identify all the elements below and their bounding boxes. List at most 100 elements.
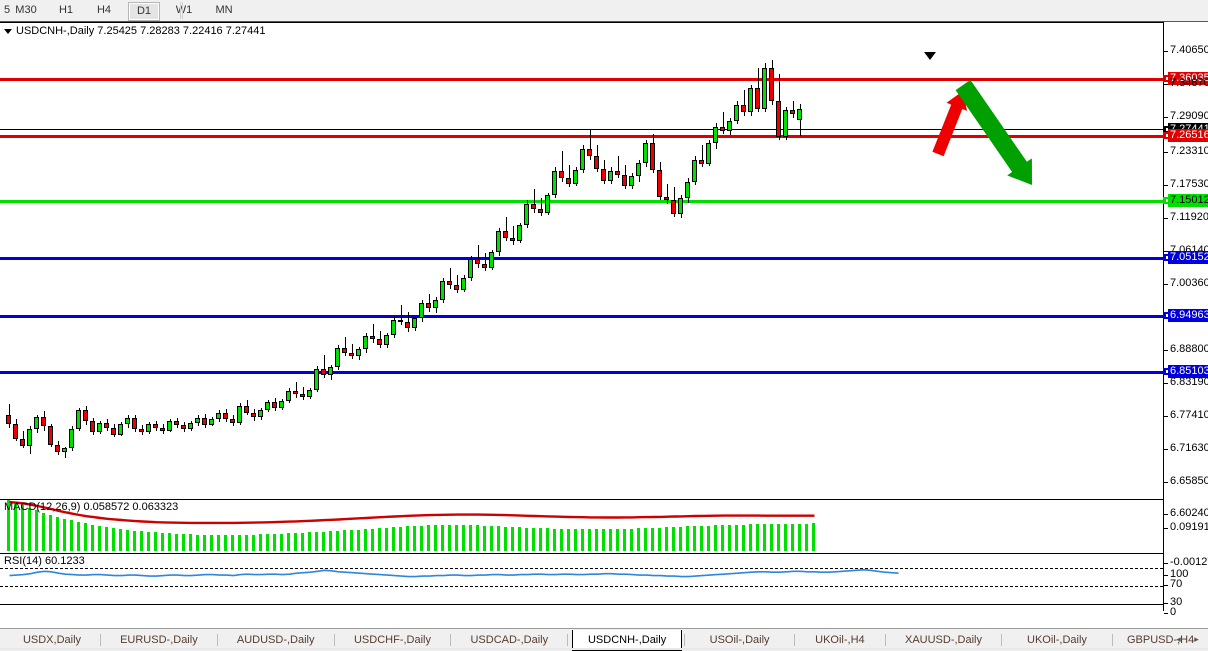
timeframe-h1-button[interactable]: H1 (58, 4, 74, 16)
chart-tab-ukoil-h4[interactable]: UKOil-,H4 (815, 634, 865, 646)
candle-body (412, 318, 417, 329)
tab-scroll-left-icon[interactable]: ◂ (1176, 634, 1181, 644)
tab-scroll-right-icon[interactable]: ▸ (1194, 634, 1199, 644)
level-line-support-green[interactable] (0, 200, 1163, 203)
candle-body (454, 285, 459, 290)
macd-histogram-bar (665, 527, 668, 551)
chart-dropdown-icon[interactable] (4, 28, 12, 34)
chart-tab-usdcad-daily[interactable]: USDCAD-,Daily (470, 634, 549, 646)
timeframe-h4-button[interactable]: H4 (96, 4, 112, 16)
macd-histogram-bar (497, 526, 500, 551)
price-pane[interactable]: USDCNH-,Daily 7.25425 7.28283 7.22416 7.… (0, 22, 1163, 500)
level-handle-red[interactable] (1163, 75, 1172, 82)
timeframe-5-button[interactable]: 5 (3, 4, 11, 16)
timeframe-m30-button[interactable]: M30 (15, 4, 37, 16)
macd-histogram-bar (511, 526, 514, 551)
price-label-6.94963[interactable]: 6.94963 (1168, 309, 1208, 322)
level-handle-blue[interactable] (1163, 254, 1172, 261)
axis-tick (1164, 51, 1168, 52)
toolbar-separator (180, 2, 181, 19)
tab-separator (1001, 634, 1003, 646)
level-handle-red[interactable] (1163, 132, 1172, 139)
candle-body (118, 424, 123, 435)
candle-body (139, 429, 144, 432)
candle-body (531, 203, 536, 210)
level-handle-blue[interactable] (1163, 312, 1172, 319)
price-label-7.36035[interactable]: 7.36035 (1168, 72, 1208, 85)
candle-body (650, 143, 655, 170)
rsi-pane[interactable]: RSI(14) 60.1233 (0, 553, 1163, 605)
candle-body (657, 169, 662, 198)
level-line-pivot-mid[interactable] (0, 315, 1163, 318)
chart-tab-bar[interactable]: USDX,Daily EURUSD-,Daily AUDUSD-,Daily USDC… (0, 628, 1208, 651)
macd-histogram-bar (98, 525, 101, 551)
level-line-pivot-lower[interactable] (0, 371, 1163, 374)
timeframe-d1-button[interactable]: D1 (128, 2, 160, 21)
arrow-up-red[interactable] (932, 91, 967, 157)
chart-area[interactable]: USDCNH-,Daily 7.25425 7.28283 7.22416 7.… (0, 21, 1208, 650)
macd-histogram-bar (28, 507, 31, 551)
candle-body (230, 419, 235, 424)
macd-histogram-bar (553, 528, 556, 551)
level-line-pivot-upper[interactable] (0, 257, 1163, 260)
candle-wick (65, 446, 66, 459)
candle-body (552, 170, 557, 195)
macd-histogram-bar (476, 525, 479, 551)
timeframe-mn-button[interactable]: MN (215, 4, 233, 16)
chart-tab-ukoil-daily[interactable]: UKOil-,Daily (1027, 634, 1087, 646)
macd-histogram-bar (35, 510, 38, 551)
arrow-down-green[interactable] (955, 79, 1032, 185)
level-line-resistance-lower[interactable] (0, 135, 1163, 138)
tab-separator (100, 634, 101, 646)
macd-histogram-bar (231, 534, 234, 551)
chart-tab-usdx-daily[interactable]: USDX,Daily (22, 634, 82, 646)
candle-wick (723, 112, 724, 135)
price-label-7.15012[interactable]: 7.15012 (1168, 194, 1208, 207)
timeframe-w1-button[interactable]: W1 (175, 4, 193, 16)
candle-wick (541, 198, 542, 216)
price-axis[interactable]: 7.406507.360357.348707.290907.274417.265… (1163, 22, 1208, 618)
macd-histogram-bar (686, 526, 689, 551)
macd-histogram-bar (651, 527, 654, 551)
candle-body (426, 302, 431, 309)
macd-histogram-bar (602, 529, 605, 551)
level-line-current-price[interactable] (0, 129, 1163, 130)
candle-body (111, 427, 116, 435)
level-handle-green[interactable] (1163, 197, 1172, 204)
price-label-6.85103[interactable]: 6.85103 (1168, 365, 1208, 378)
chart-tab-eurusd-daily[interactable]: EURUSD-,Daily (120, 634, 198, 646)
level-handle-current[interactable] (1163, 126, 1172, 133)
price-label-7.26516[interactable]: 7.26516 (1168, 129, 1208, 142)
candle-body (601, 168, 606, 181)
macd-histogram-bar (693, 526, 696, 551)
macd-histogram-bar (301, 532, 304, 551)
macd-histogram-bar (539, 528, 542, 551)
chart-tab-gbpusd-h4[interactable]: GBPUSD-,H4 (1126, 634, 1195, 646)
candle-body (202, 418, 207, 425)
candle-body (300, 394, 305, 398)
candle-wick (457, 275, 458, 294)
chart-tab-usdchf-daily[interactable]: USDCHF-,Daily (353, 634, 431, 646)
macd-histogram-bar (126, 529, 129, 551)
candle-wick (506, 217, 507, 242)
macd-histogram-bar (777, 524, 780, 551)
chart-tab-audusd-daily[interactable]: AUDUSD-,Daily (236, 634, 315, 646)
macd-histogram-bar (322, 531, 325, 551)
macd-histogram-bar (504, 526, 507, 551)
level-handle-blue[interactable] (1163, 368, 1172, 375)
candle-body (363, 336, 368, 350)
macd-histogram-bar (588, 529, 591, 551)
axis-tick (1164, 350, 1168, 351)
symbol-legend-text: USDCNH-,Daily 7.25425 7.28283 7.22416 7.… (16, 25, 266, 37)
candle-body (34, 417, 39, 430)
tab-separator (1111, 634, 1113, 646)
axis-tick (1164, 613, 1168, 614)
macd-pane[interactable]: MACD(12,26,9) 0.058572 0.063323 (0, 499, 1163, 554)
macd-histogram-bar (434, 525, 437, 551)
level-line-resistance-upper[interactable] (0, 78, 1163, 81)
price-label-7.05152[interactable]: 7.05152 (1168, 251, 1208, 264)
macd-histogram-bar (700, 525, 703, 551)
chart-tab-usoil-daily[interactable]: USOil-,Daily (709, 634, 770, 646)
chart-tab-xauusd-daily[interactable]: XAUUSD-,Daily (904, 634, 982, 646)
candle-body (104, 422, 109, 428)
